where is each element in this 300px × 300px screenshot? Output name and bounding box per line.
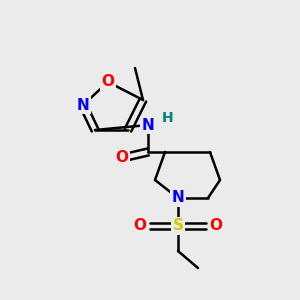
- Text: S: S: [172, 218, 184, 233]
- Text: N: N: [172, 190, 184, 206]
- Text: N: N: [142, 118, 154, 133]
- Text: O: O: [101, 74, 115, 89]
- Text: H: H: [162, 111, 174, 125]
- Text: O: O: [116, 151, 128, 166]
- Text: N: N: [76, 98, 89, 112]
- Text: O: O: [134, 218, 146, 233]
- Text: O: O: [209, 218, 223, 233]
